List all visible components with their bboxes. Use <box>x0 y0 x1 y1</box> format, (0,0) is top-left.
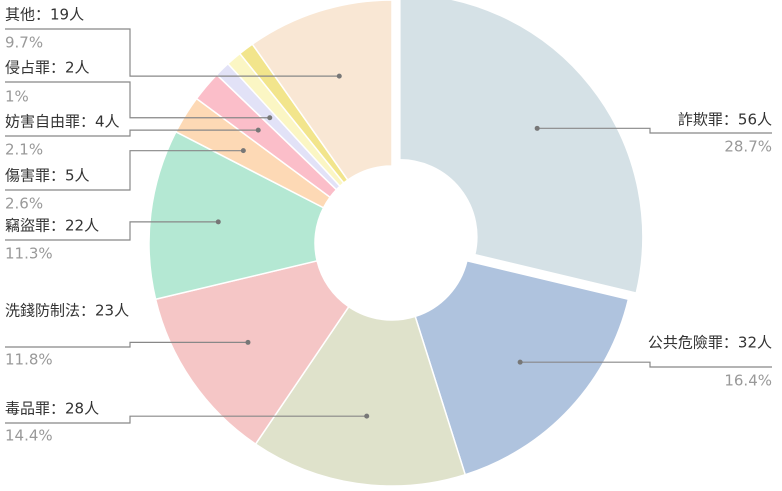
slice-label: 詐欺罪：56人 <box>678 111 772 129</box>
slice-percent: 11.8% <box>5 351 53 369</box>
pie-slice <box>148 130 325 301</box>
leader-line <box>5 28 340 77</box>
leader-dot <box>215 219 221 225</box>
pie-slice <box>414 259 630 476</box>
slice-percent: 1% <box>5 88 29 106</box>
slice-percent: 14.4% <box>5 427 53 445</box>
leader-dot <box>534 125 540 131</box>
leader-line <box>5 221 219 241</box>
pie-slice <box>254 305 467 487</box>
slice-percent: 11.3% <box>5 245 53 263</box>
leader-dot <box>255 127 261 133</box>
slice-label: 洗錢防制法：23人 <box>5 302 129 320</box>
slice-label: 毒品罪：28人 <box>5 400 99 418</box>
leader-line <box>5 150 244 191</box>
pie-slice <box>399 0 644 294</box>
leader-dot <box>517 359 523 365</box>
slice-percent: 2.1% <box>5 141 43 159</box>
leader-line <box>5 81 270 119</box>
pie-slice <box>154 259 350 446</box>
leader-line <box>537 127 772 134</box>
slice-label: 妨害自由罪：4人 <box>5 113 120 131</box>
slice-percent: 9.7% <box>5 34 43 52</box>
leader-line <box>5 129 259 137</box>
slice-label: 其他：19人 <box>5 6 84 24</box>
slice-label: 竊盜罪：22人 <box>5 217 99 235</box>
slice-label: 公共危險罪：32人 <box>648 334 772 352</box>
slice-label: 傷害罪：5人 <box>5 167 90 185</box>
leader-dot <box>364 413 370 419</box>
slice-percent: 2.6% <box>5 195 43 213</box>
slice-label: 侵占罪：2人 <box>5 59 90 77</box>
pie-slice <box>251 0 393 182</box>
leader-dot <box>336 73 342 79</box>
slice-percent: 16.4% <box>724 372 772 390</box>
leader-line <box>5 341 248 348</box>
leader-line <box>5 415 367 424</box>
leader-dot <box>240 148 246 154</box>
leader-dot <box>267 115 273 121</box>
leader-dot <box>245 339 251 345</box>
slice-percent: 28.7% <box>724 138 772 156</box>
leader-line <box>520 361 772 368</box>
